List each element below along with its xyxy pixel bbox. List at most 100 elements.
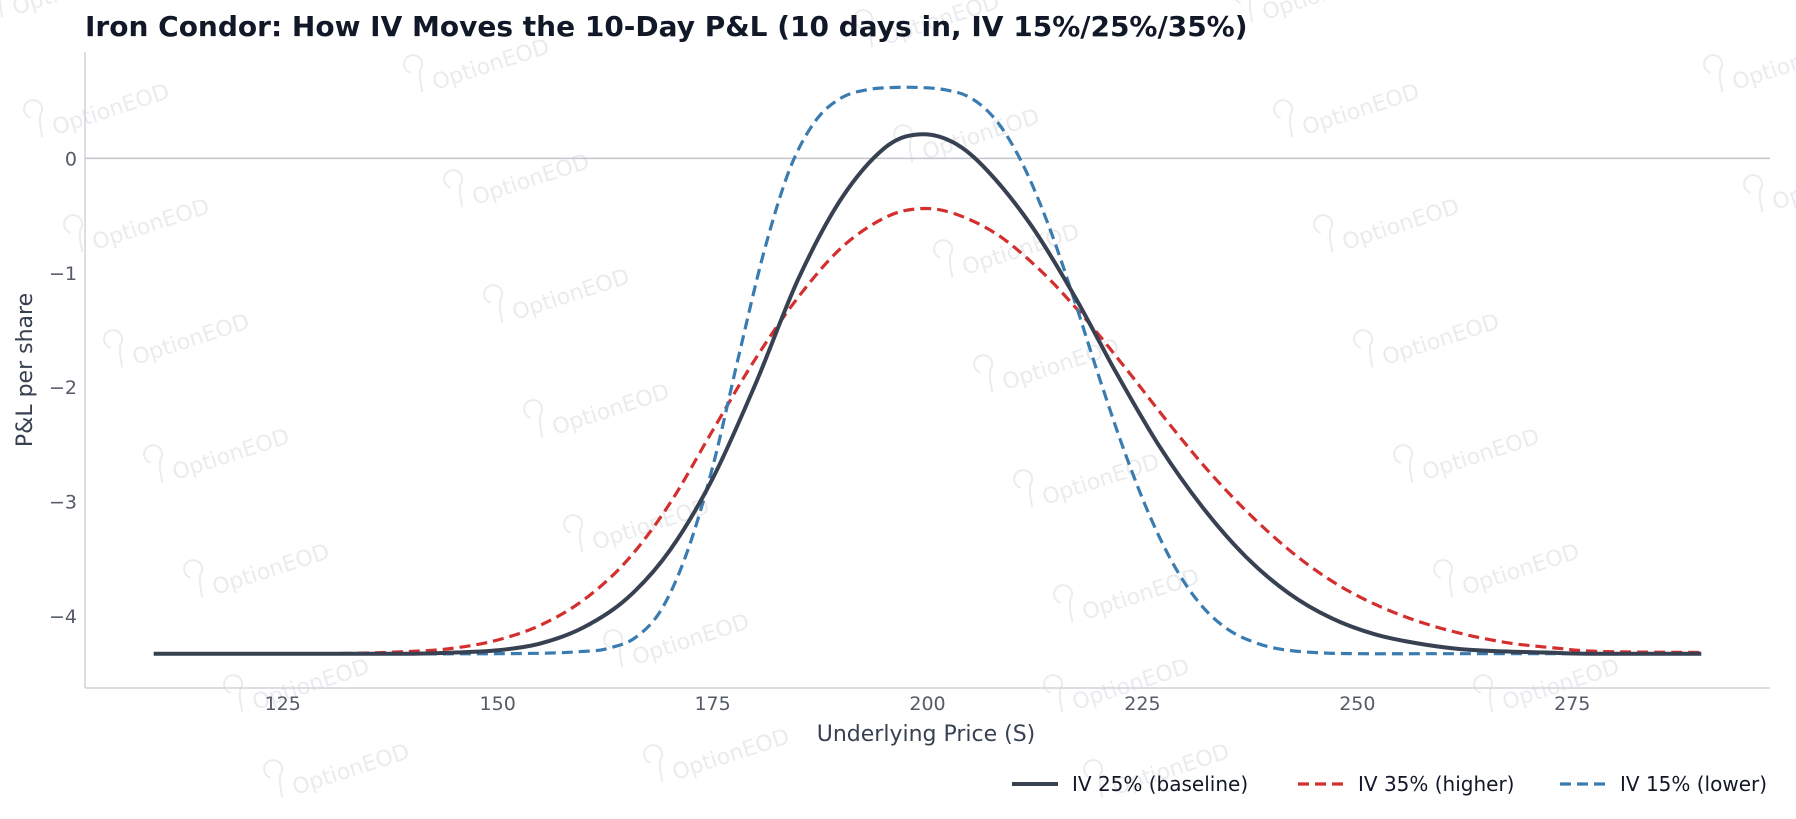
watermark-logo-icon bbox=[643, 744, 664, 783]
axes bbox=[84, 52, 1770, 689]
watermark-text: OptionEOD bbox=[429, 34, 552, 95]
watermark-9: OptionEOD bbox=[1313, 194, 1463, 256]
watermark-text: OptionEOD bbox=[129, 309, 252, 370]
legend-item-iv-25-baseline: IV 25% (baseline) bbox=[1012, 772, 1248, 796]
watermark-logo-icon bbox=[0, 0, 4, 18]
legend-label: IV 25% (baseline) bbox=[1072, 772, 1248, 796]
watermark-text: OptionEOD bbox=[959, 219, 1082, 280]
watermark-6: OptionEOD bbox=[1273, 79, 1423, 141]
x-tick-150: 150 bbox=[480, 693, 516, 715]
watermark-logo-icon bbox=[853, 9, 874, 48]
watermark-5: OptionEOD bbox=[443, 149, 593, 211]
watermark-logo-icon bbox=[603, 629, 624, 668]
watermark-logo-icon bbox=[563, 514, 584, 553]
watermark-text: OptionEOD bbox=[89, 194, 212, 255]
watermark-text: OptionEOD bbox=[169, 424, 292, 485]
watermark-text: OptionEOD bbox=[49, 79, 172, 140]
watermark-logo-icon bbox=[1743, 174, 1764, 213]
watermark-19: OptionEOD bbox=[1433, 539, 1583, 601]
legend-label: IV 15% (lower) bbox=[1620, 772, 1767, 796]
watermark-text: OptionEOD bbox=[1259, 0, 1382, 26]
watermark-2: OptionEOD bbox=[1233, 0, 1383, 26]
watermark-text: OptionEOD bbox=[1379, 309, 1502, 370]
x-tick-225: 225 bbox=[1124, 693, 1160, 715]
watermark-text: OptionEOD bbox=[1299, 79, 1422, 140]
watermark-text: OptionEOD bbox=[1769, 154, 1796, 215]
watermark-text: OptionEOD bbox=[999, 334, 1122, 395]
x-tick-175: 175 bbox=[694, 693, 730, 715]
legend-label: IV 35% (higher) bbox=[1358, 772, 1514, 796]
x-tick-labels: 125 150 175 200 225 250 275 bbox=[265, 693, 1591, 715]
y-tick-0: 0 bbox=[65, 148, 77, 170]
watermark-logo-icon bbox=[223, 674, 244, 713]
watermark-logo-icon bbox=[1313, 214, 1334, 253]
watermark-logo-icon bbox=[1393, 444, 1414, 483]
watermark-text: OptionEOD bbox=[629, 609, 752, 670]
watermark-12: OptionEOD bbox=[523, 379, 673, 441]
watermark-logo-icon bbox=[523, 399, 544, 438]
legend-item-iv-15-lower: IV 15% (lower) bbox=[1560, 772, 1767, 796]
watermark-11: OptionEOD bbox=[103, 309, 253, 371]
watermark-logo-icon bbox=[263, 759, 284, 798]
series-line-iv-25-baseline bbox=[153, 132, 1702, 656]
watermark-logo-icon bbox=[1273, 99, 1294, 138]
watermark-logo-icon bbox=[103, 329, 124, 368]
watermark-logo-icon bbox=[933, 239, 954, 278]
watermark-31: OptionEOD bbox=[1053, 564, 1203, 626]
watermark-text: OptionEOD bbox=[1459, 539, 1582, 600]
watermark-logo-icon bbox=[1353, 329, 1374, 368]
watermark-13: OptionEOD bbox=[1353, 309, 1503, 371]
x-tick-250: 250 bbox=[1339, 693, 1375, 715]
watermark-logo-icon bbox=[63, 214, 84, 253]
watermark-4: OptionEOD bbox=[23, 79, 173, 141]
watermark-text: OptionEOD bbox=[669, 724, 792, 785]
x-tick-125: 125 bbox=[265, 693, 301, 715]
x-tick-200: 200 bbox=[909, 693, 945, 715]
watermark-21: OptionEOD bbox=[643, 724, 793, 786]
watermark-23: OptionEOD bbox=[1473, 654, 1623, 716]
watermark-text: OptionEOD bbox=[509, 264, 632, 325]
watermark-logo-icon bbox=[403, 54, 424, 93]
y-tick-2: −2 bbox=[49, 377, 77, 399]
series-line-iv-15-lower bbox=[153, 85, 1702, 656]
watermark-text: OptionEOD bbox=[1079, 564, 1202, 625]
legend: IV 25% (baseline) IV 35% (higher) IV 15% (… bbox=[1012, 772, 1767, 796]
watermark-text: OptionEOD bbox=[1039, 449, 1162, 510]
watermark-logo-icon bbox=[143, 444, 164, 483]
y-tick-labels: 0 −1 −2 −3 −4 bbox=[49, 148, 77, 628]
y-tick-1: −1 bbox=[49, 263, 77, 285]
watermark-3: OptionEOD bbox=[1703, 34, 1796, 96]
y-axis-label: P&L per share bbox=[13, 293, 38, 447]
watermark-logo-icon bbox=[1703, 54, 1724, 93]
watermark-8: OptionEOD bbox=[483, 264, 633, 326]
series-line-iv-35-higher bbox=[153, 206, 1702, 656]
watermark-logo-icon bbox=[1013, 469, 1034, 508]
watermark-logo-icon bbox=[443, 169, 464, 208]
watermark-10: OptionEOD bbox=[1743, 154, 1796, 216]
watermark-logo-icon bbox=[973, 354, 994, 393]
watermark-logo-icon bbox=[1473, 674, 1494, 713]
y-tick-3: −3 bbox=[49, 492, 77, 514]
watermark-text: OptionEOD bbox=[289, 739, 412, 800]
x-axis-label: Underlying Price (S) bbox=[817, 722, 1036, 747]
watermark-text: OptionEOD bbox=[1339, 194, 1462, 255]
x-tick-275: 275 bbox=[1554, 693, 1590, 715]
y-tick-4: −4 bbox=[49, 606, 77, 628]
chart-title: Iron Condor: How IV Moves the 10-Day P&L… bbox=[85, 10, 1248, 43]
watermark-30: OptionEOD bbox=[1013, 449, 1163, 511]
watermark-logo-icon bbox=[183, 559, 204, 598]
watermark-logo-icon bbox=[483, 284, 504, 323]
watermark-29: OptionEOD bbox=[973, 334, 1123, 396]
watermark-logo-icon bbox=[1053, 584, 1074, 623]
watermark-logo-icon bbox=[1083, 759, 1104, 798]
watermark-text: OptionEOD bbox=[549, 379, 672, 440]
watermark-text: OptionEOD bbox=[1419, 424, 1542, 485]
watermark-logo-icon bbox=[1043, 674, 1064, 713]
watermark-text: OptionEOD bbox=[209, 539, 332, 600]
watermark-17: OptionEOD bbox=[183, 539, 333, 601]
watermark-22: OptionEOD bbox=[1043, 654, 1193, 716]
watermark-text: OptionEOD bbox=[1729, 34, 1796, 95]
series-layer bbox=[153, 85, 1702, 656]
